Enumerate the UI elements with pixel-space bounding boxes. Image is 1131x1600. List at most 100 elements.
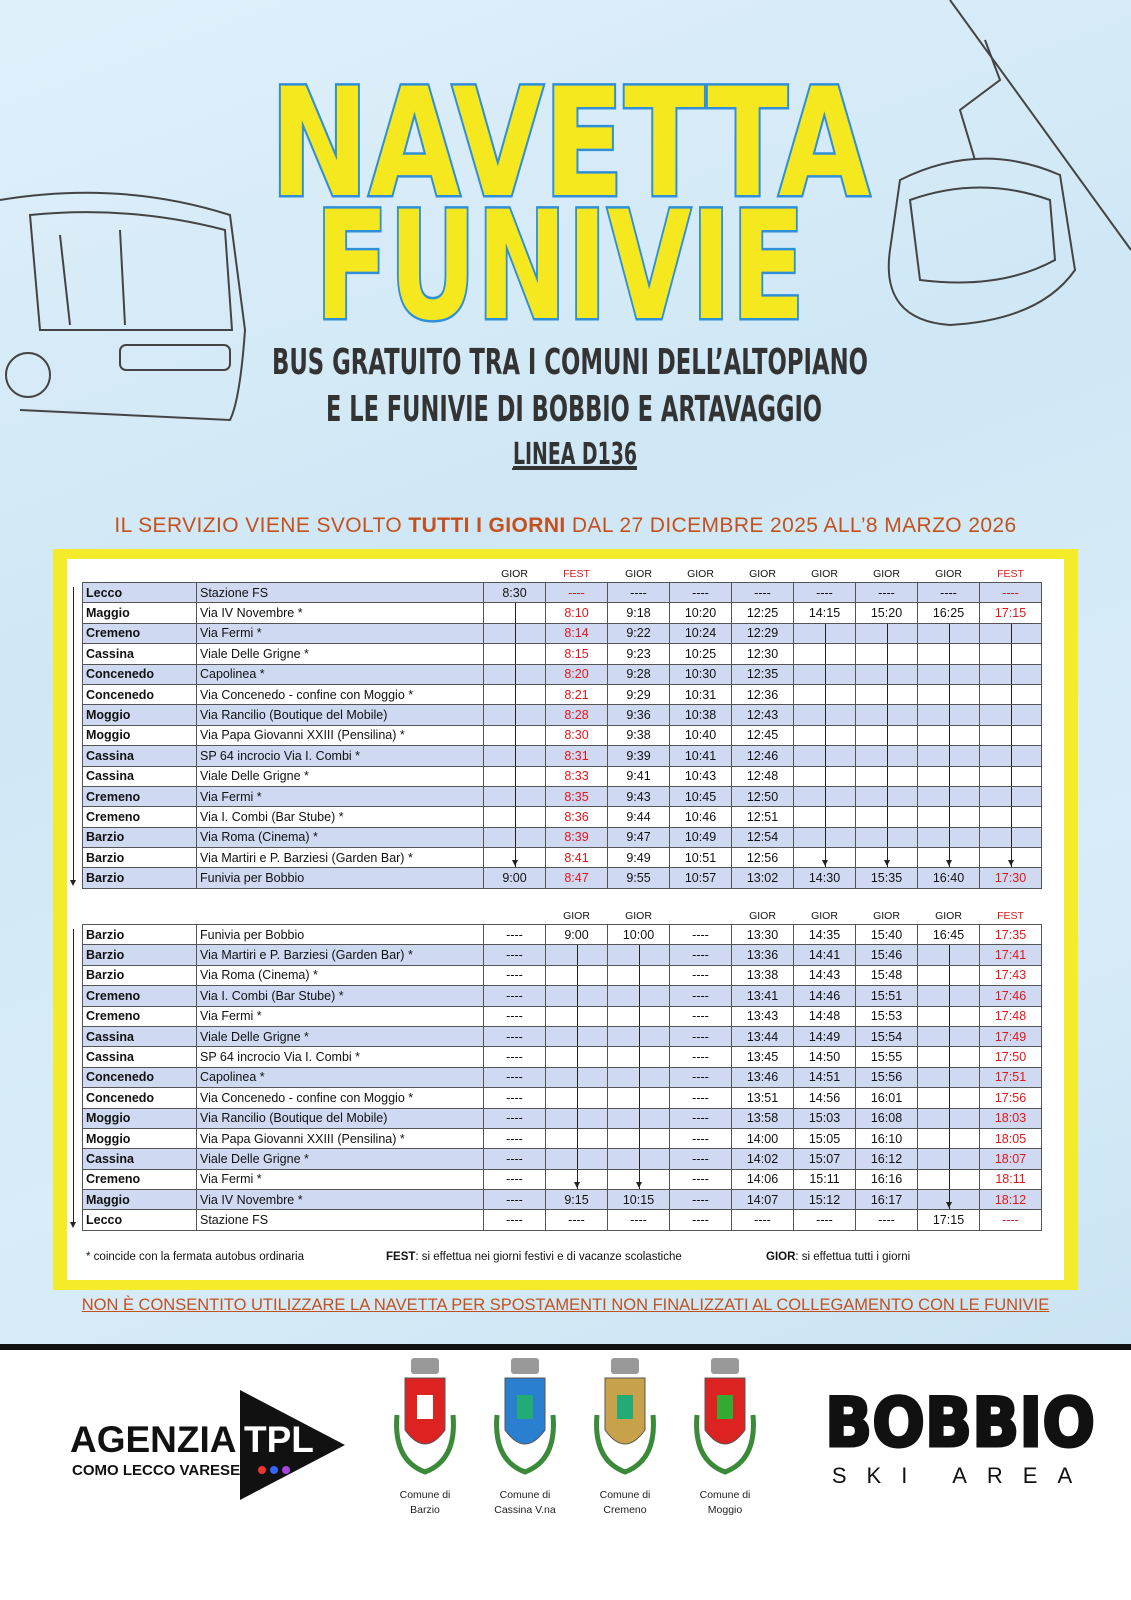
- time: 13:30: [731, 923, 794, 946]
- time: 8:41: [545, 847, 608, 869]
- legend-text: : si effettua tutti i giorni: [795, 1251, 911, 1263]
- arrow-cell: [545, 1127, 608, 1150]
- time: ----: [483, 1148, 546, 1170]
- subtitle: BUS GRATUITO TRA I COMUNI DELL’ALTOPIANO: [272, 342, 868, 383]
- time: ----: [483, 1127, 546, 1150]
- stop-row: Moggio Via Papa Giovanni XXIII (Pensilina…: [82, 1127, 1042, 1150]
- stop-row: Cassina Viale Delle Grigne * ---- ---- 14:02…: [82, 1148, 1042, 1170]
- time: 15:12: [793, 1189, 856, 1211]
- town: Maggio: [82, 1189, 197, 1211]
- arrow-cell: [483, 704, 546, 726]
- stop-row: Cassina Viale Delle Grigne * 8:15 9:23 10:25…: [82, 643, 1042, 665]
- time: 17:50: [979, 1046, 1042, 1068]
- arrow-cell: [607, 964, 670, 987]
- time: ----: [483, 985, 546, 1007]
- time: 16:40: [917, 867, 980, 889]
- time: 8:21: [545, 683, 608, 706]
- stop: Capolinea *: [196, 1066, 484, 1089]
- town: Lecco: [82, 1209, 197, 1231]
- arrow-cell: [545, 1005, 608, 1027]
- stop: Via Rancilio (Boutique del Mobile): [196, 1107, 484, 1129]
- comune-crest: Comune di Barzio: [394, 1358, 456, 1516]
- time: 8:20: [545, 663, 608, 685]
- stop: SP 64 incrocio Via I. Combi *: [196, 1046, 484, 1068]
- arrow-cell: [979, 806, 1042, 828]
- column-header: FEST: [997, 568, 1024, 580]
- stop-row: Barzio Via Roma (Cinema) * ---- ---- 13:38 14…: [82, 964, 1042, 987]
- time: 15:55: [855, 1046, 918, 1068]
- time: 17:35: [979, 923, 1042, 946]
- arrow-cell: [793, 663, 856, 685]
- arrow-cell: [793, 704, 856, 726]
- time: 17:46: [979, 985, 1042, 1007]
- time: 18:05: [979, 1127, 1042, 1150]
- column-header: GIOR: [625, 568, 652, 580]
- time: ----: [483, 1209, 546, 1231]
- stop-row: Cremeno Via Fermi * ---- ---- 14:06 15:11 16:1…: [82, 1168, 1042, 1191]
- time: 12:29: [731, 622, 794, 645]
- stop: Via Concenedo - confine con Moggio *: [196, 683, 484, 706]
- town: Cassina: [82, 1025, 197, 1048]
- arrow-cell: [855, 785, 918, 808]
- time: 8:30: [545, 724, 608, 747]
- agency-area: COMO LECCO VARESE: [72, 1462, 240, 1479]
- stop-row: Cassina Viale Delle Grigne * 8:33 9:41 10:43…: [82, 765, 1042, 787]
- time: 14:02: [731, 1148, 794, 1170]
- stop-row: Concenedo Capolinea * ---- ---- 13:46 14:51 15…: [82, 1066, 1042, 1089]
- time: 17:51: [979, 1066, 1042, 1089]
- arrow-cell: [917, 724, 980, 747]
- stop: Via Roma (Cinema) *: [196, 964, 484, 987]
- time: 9:39: [607, 745, 670, 767]
- direction-arrow: [70, 929, 76, 1228]
- time: 10:31: [669, 683, 732, 706]
- title-line: FUNIVIE: [315, 180, 805, 354]
- crest-wreath: [494, 1414, 556, 1475]
- time: 13:38: [731, 964, 794, 987]
- arrow-cell: [855, 745, 918, 767]
- brand-sub: SKI AREA: [832, 1463, 1092, 1488]
- arrow-cell: [917, 985, 980, 1007]
- arrow-cell: [979, 847, 1042, 869]
- arrow-cell: [917, 765, 980, 787]
- timetable: GIOR GIOR GIOR GIOR GIOR GIOR FEST Barzio Funivi…: [82, 908, 1042, 1231]
- legend-text: : si effettua nei giorni festivi e di va…: [415, 1251, 682, 1263]
- time: ----: [483, 1107, 546, 1129]
- crest-wreath: [594, 1414, 656, 1475]
- time: ----: [793, 581, 856, 604]
- comune-name: Comune di: [500, 1489, 551, 1501]
- arrow-cell: [607, 1168, 670, 1191]
- time: 18:12: [979, 1189, 1042, 1211]
- column-header: GIOR: [749, 910, 776, 922]
- comune-name: Comune di: [400, 1489, 451, 1501]
- time: 12:48: [731, 765, 794, 787]
- stop: Capolinea *: [196, 663, 484, 685]
- time: 9:18: [607, 602, 670, 624]
- town: Cremeno: [82, 1168, 197, 1191]
- arrow-cell: [855, 622, 918, 645]
- time: 12:56: [731, 847, 794, 869]
- arrow-cell: [917, 1127, 980, 1150]
- stop: Stazione FS: [196, 1209, 484, 1231]
- legend-key: GIOR: [766, 1251, 796, 1263]
- time: 16:01: [855, 1087, 918, 1109]
- footer: AGENZIA TPL COMO LECCO VARESE Comune di B…: [70, 1358, 1097, 1516]
- time: 15:35: [855, 867, 918, 889]
- bus-drawing: [0, 191, 247, 422]
- arrow-cell: [917, 1005, 980, 1027]
- town: Concenedo: [82, 1087, 197, 1109]
- stop-row: Moggio Via Rancilio (Boutique del Mobile)…: [82, 1107, 1042, 1129]
- time: ----: [669, 1127, 732, 1150]
- time: 8:36: [545, 806, 608, 828]
- time: ----: [669, 1209, 732, 1231]
- arrow-cell: [855, 643, 918, 665]
- arrow-cell: [545, 1107, 608, 1129]
- arrow-cell: [793, 806, 856, 828]
- time: 15:11: [793, 1168, 856, 1191]
- comune-name: Moggio: [708, 1504, 743, 1516]
- arrow-cell: [917, 1168, 980, 1191]
- stop-row: Lecco Stazione FS ---- ---- ---- ---- ---- ----…: [82, 1209, 1042, 1231]
- arrow-cell: [545, 985, 608, 1007]
- time: ----: [545, 581, 608, 604]
- stop: Via Fermi *: [196, 1005, 484, 1027]
